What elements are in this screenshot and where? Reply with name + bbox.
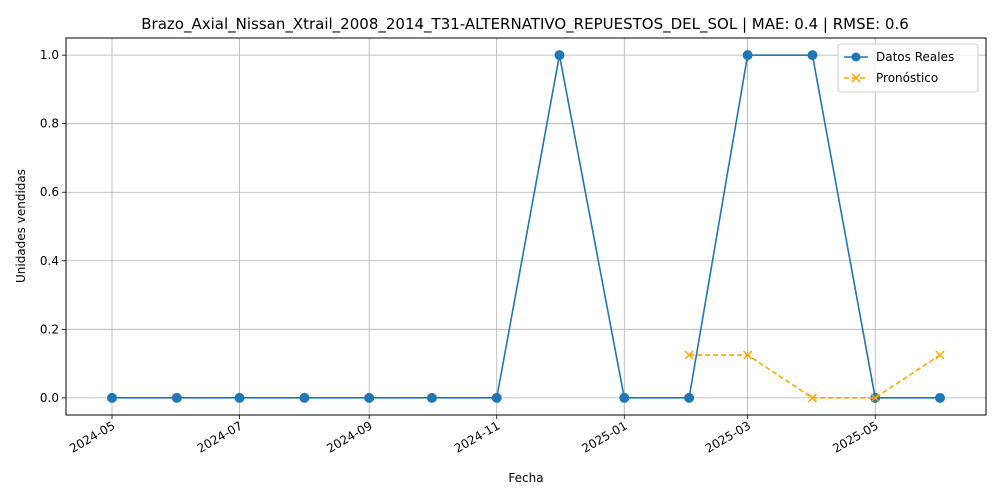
data-point <box>619 392 630 403</box>
series-pronostico <box>684 350 945 403</box>
x-tick-label: 2024-11 <box>452 418 502 455</box>
data-point-x <box>743 350 753 360</box>
data-point <box>684 392 695 403</box>
y-tick-label: 1.0 <box>40 48 59 62</box>
chart-title: Brazo_Axial_Nissan_Xtrail_2008_2014_T31-… <box>141 15 909 34</box>
legend: Datos Reales Pronóstico <box>837 43 979 93</box>
grid <box>66 38 986 415</box>
y-tick-label: 0.2 <box>40 322 59 336</box>
data-point <box>299 392 310 403</box>
y-tick-label: 0.4 <box>40 254 59 268</box>
y-tick-label: 0.0 <box>40 391 59 405</box>
data-point <box>234 392 245 403</box>
legend-label: Datos Reales <box>876 50 954 64</box>
y-tick-label: 0.6 <box>40 185 59 199</box>
data-point <box>364 392 375 403</box>
data-point <box>807 50 818 61</box>
x-tick-label: 2024-09 <box>324 418 374 455</box>
data-point-x <box>807 393 817 403</box>
data-point <box>491 392 502 403</box>
data-point <box>554 50 565 61</box>
series-layer <box>107 50 945 403</box>
series-datos-reales <box>107 50 945 403</box>
data-point-x <box>935 350 945 360</box>
legend-item: Datos Reales <box>844 50 954 64</box>
data-point <box>171 392 182 403</box>
legend-frame <box>837 43 979 93</box>
x-tick-label: 2024-07 <box>195 418 245 455</box>
series-line <box>689 354 941 399</box>
x-tick-label: 2025-05 <box>830 418 880 455</box>
data-point-x <box>684 350 694 360</box>
y-axis: 0.0 0.2 0.4 0.6 0.8 1.0 <box>40 48 66 405</box>
x-tick-label: 2025-03 <box>703 418 753 455</box>
x-tick-label: 2024-05 <box>67 418 117 455</box>
x-axis-label: Fecha <box>508 471 543 485</box>
y-axis-label: Unidades vendidas <box>14 169 28 283</box>
legend-marker <box>851 73 861 83</box>
x-axis: 2024-05 2024-07 2024-09 2024-11 2025-01 2025-… <box>67 415 881 456</box>
x-tick-label: 2025-01 <box>579 418 629 455</box>
data-point <box>107 392 117 403</box>
series-line <box>112 54 940 399</box>
legend-item: Pronóstico <box>844 71 938 85</box>
data-point <box>426 392 437 403</box>
y-tick-label: 0.8 <box>40 117 59 131</box>
legend-marker <box>851 52 861 62</box>
data-point <box>742 50 753 61</box>
plot-frame <box>65 37 987 416</box>
legend-label: Pronóstico <box>876 71 938 85</box>
data-point-x <box>870 393 880 403</box>
data-point <box>935 392 945 403</box>
